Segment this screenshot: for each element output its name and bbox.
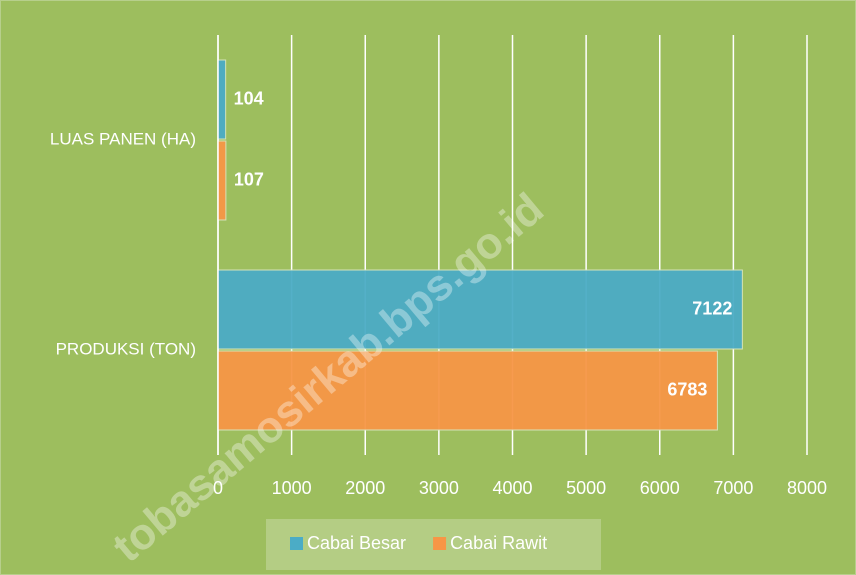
data-label: 6783 <box>667 379 707 399</box>
x-tick-label: 7000 <box>713 478 753 498</box>
x-tick-label: 2000 <box>345 478 385 498</box>
y-tick-label: PRODUKSI (TON) <box>56 339 196 358</box>
data-label: 7122 <box>692 298 732 318</box>
legend-label: Cabai Rawit <box>450 533 547 553</box>
x-tick-label: 8000 <box>787 478 827 498</box>
legend-label: Cabai Besar <box>307 533 406 553</box>
data-label: 104 <box>234 88 264 108</box>
legend-swatch <box>290 537 303 550</box>
x-tick-label: 1000 <box>272 478 312 498</box>
bar <box>217 269 743 350</box>
legend-swatch <box>433 537 447 550</box>
bar <box>217 350 718 431</box>
x-tick-label: 0 <box>213 478 223 498</box>
x-tick-label: 3000 <box>419 478 459 498</box>
y-tick-label: LUAS PANEN (HA) <box>50 129 196 148</box>
data-label: 107 <box>234 169 264 189</box>
bar <box>217 59 227 140</box>
x-tick-label: 5000 <box>566 478 606 498</box>
bar <box>217 140 227 221</box>
x-tick-label: 4000 <box>492 478 532 498</box>
x-tick-label: 6000 <box>640 478 680 498</box>
